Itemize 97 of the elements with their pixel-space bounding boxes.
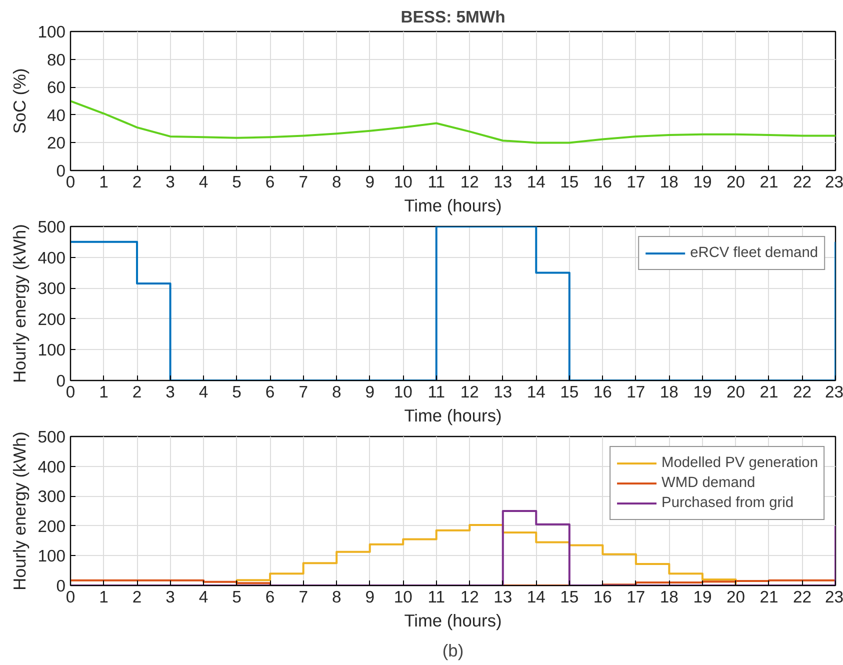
y-tick-label: 100 (38, 22, 66, 42)
y-tick-label: 100 (38, 546, 66, 566)
y-tick-label: 200 (38, 310, 66, 329)
x-tick-label: 7 (298, 172, 308, 192)
x-tick-label: 5 (232, 588, 242, 606)
x-tick-label: 7 (298, 382, 308, 402)
x-tick-label: 3 (166, 588, 175, 606)
line-series (70, 100, 836, 144)
x-tick-label: 1 (99, 382, 108, 402)
x-tick-label: 23 (824, 588, 843, 606)
x-tick-label: 12 (460, 588, 479, 606)
x-tick-label: 13 (494, 382, 512, 402)
y-tick-label: 200 (38, 516, 66, 536)
y-axis-title: Hourly energy (kWh) (10, 224, 30, 383)
x-axis-title: Time (hours) (404, 406, 502, 426)
y-tick-label: 500 (38, 428, 66, 446)
y-tick-label: 300 (38, 487, 66, 506)
x-tick-label: 5 (232, 382, 242, 402)
x-tick-label: 19 (693, 588, 712, 606)
chart-title: BESS: 5MWh (400, 8, 506, 26)
x-tick-label: 20 (726, 172, 745, 192)
y-tick-label: 300 (38, 279, 66, 298)
x-tick-label: 13 (494, 172, 512, 192)
x-tick-label: 19 (693, 172, 712, 192)
x-tick-label: 14 (526, 588, 546, 606)
x-tick-label: 4 (198, 172, 208, 192)
x-tick-label: 2 (132, 172, 142, 192)
x-tick-label: 16 (593, 588, 612, 606)
x-tick-label: 11 (428, 172, 446, 192)
x-tick-label: 22 (792, 382, 812, 402)
x-tick-label: 2 (132, 382, 142, 402)
x-tick-label: 17 (626, 588, 646, 606)
x-tick-label: 1 (99, 588, 108, 606)
x-tick-label: 18 (660, 382, 678, 402)
x-axis-title: Time (hours) (404, 196, 502, 216)
x-tick-label: 12 (460, 172, 479, 192)
x-tick-label: 14 (526, 172, 546, 192)
x-tick-label: 10 (394, 588, 412, 606)
x-tick-label: 14 (526, 382, 546, 402)
x-tick-label: 22 (792, 172, 812, 192)
x-tick-label: 3 (166, 172, 175, 192)
y-tick-label: 400 (38, 457, 66, 476)
y-tick-label: 500 (38, 218, 66, 236)
x-tick-label: 16 (593, 382, 612, 402)
x-tick-label: 19 (693, 382, 712, 402)
legend-label: eRCV fleet demand (690, 245, 818, 261)
x-tick-label: 18 (660, 588, 678, 606)
legend-label: WMD demand (662, 475, 756, 491)
y-tick-label: 40 (46, 106, 66, 125)
x-tick-label: 18 (660, 172, 678, 192)
legend-label: Purchased from grid (662, 495, 794, 511)
x-tick-label: 11 (428, 382, 446, 402)
x-tick-label: 11 (428, 588, 446, 606)
x-tick-label: 17 (626, 382, 646, 402)
y-axis-title: SoC (%) (10, 68, 30, 134)
x-tick-label: 17 (626, 172, 646, 192)
y-tick-label: 20 (46, 134, 66, 153)
legend-label: Modelled PV generation (662, 455, 818, 471)
x-tick-label: 20 (726, 382, 745, 402)
x-tick-label: 13 (494, 588, 512, 606)
y-tick-label: 100 (38, 340, 66, 360)
x-tick-label: 15 (560, 172, 579, 192)
x-tick-label: 8 (332, 172, 342, 192)
x-tick-label: 9 (365, 172, 374, 192)
x-tick-label: 21 (760, 382, 778, 402)
x-tick-label: 21 (760, 588, 778, 606)
y-tick-label: 400 (38, 248, 66, 268)
x-tick-label: 6 (265, 382, 275, 402)
y-tick-label: 80 (46, 50, 66, 70)
x-axis-title: Time (hours) (404, 610, 502, 630)
x-tick-label: 3 (166, 382, 175, 402)
x-tick-label: 9 (365, 382, 374, 402)
y-tick-label: 60 (46, 78, 66, 98)
x-tick-label: 23 (824, 172, 843, 192)
x-tick-label: 21 (760, 172, 778, 192)
x-tick-label: 5 (232, 172, 242, 192)
x-tick-label: 8 (332, 382, 342, 402)
x-tick-label: 2 (132, 588, 142, 606)
text: (b) (442, 640, 464, 660)
x-tick-label: 12 (460, 382, 479, 402)
x-tick-label: 16 (593, 172, 612, 192)
x-tick-label: 10 (394, 172, 412, 192)
x-tick-label: 1 (99, 172, 108, 192)
x-tick-label: 6 (265, 172, 275, 192)
x-tick-label: 15 (560, 588, 579, 606)
x-tick-label: 20 (726, 588, 745, 606)
x-tick-label: 9 (365, 588, 374, 606)
x-tick-label: 22 (792, 588, 812, 606)
y-axis-title: Hourly energy (kWh) (10, 432, 30, 590)
x-tick-label: 4 (198, 588, 208, 606)
x-tick-label: 23 (824, 382, 843, 402)
x-tick-label: 7 (298, 588, 308, 606)
x-tick-label: 8 (332, 588, 342, 606)
x-tick-label: 15 (560, 382, 579, 402)
x-tick-label: 6 (265, 588, 275, 606)
x-tick-label: 4 (198, 382, 208, 402)
x-tick-label: 10 (394, 382, 412, 402)
